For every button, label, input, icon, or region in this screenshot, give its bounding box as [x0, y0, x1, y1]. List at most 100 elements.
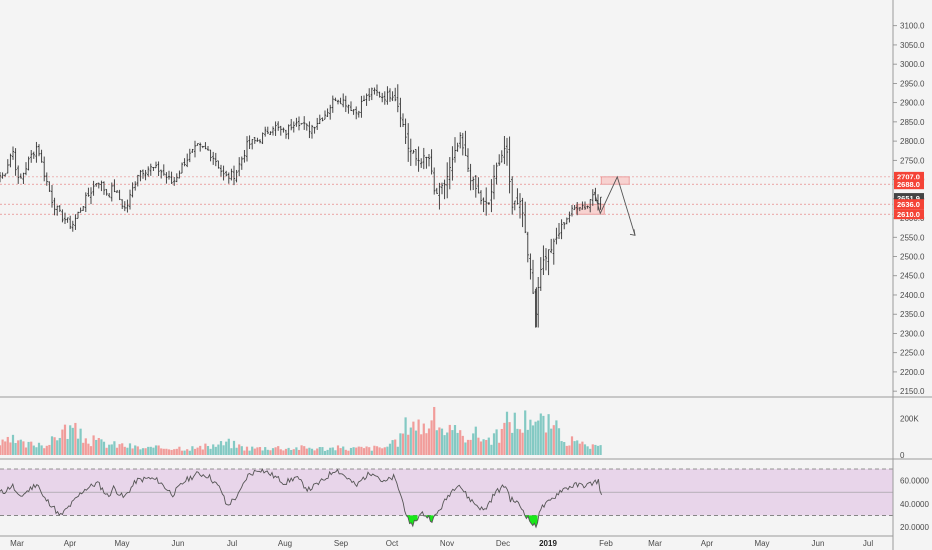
volume-bar: [97, 437, 100, 455]
volume-bar: [201, 449, 204, 455]
volume-bar: [435, 430, 438, 455]
volume-axis: 200K 0: [900, 414, 919, 460]
volume-bar: [581, 441, 584, 455]
time-tick-label: Apr: [701, 539, 714, 548]
price-tag-bg: [894, 199, 924, 210]
volume-bar: [511, 432, 514, 455]
volume-bar: [84, 438, 87, 455]
volume-bar: [256, 447, 259, 455]
volume-tick-label: 200K: [900, 414, 919, 423]
volume-bar: [531, 425, 535, 455]
rsi-tick-label: 40.0000: [900, 500, 929, 509]
time-tick-label: Sep: [334, 539, 349, 548]
volume-bar: [349, 447, 353, 455]
volume-bar: [43, 448, 46, 455]
volume-bar: [102, 441, 106, 455]
rsi-pane: [0, 458, 932, 529]
volume-bar: [461, 435, 464, 455]
volume-bar: [141, 448, 145, 455]
volume-bar: [139, 449, 142, 455]
volume-bar: [453, 425, 457, 455]
volume-bar: [110, 444, 113, 455]
price-tag-label: 2636.0: [897, 200, 920, 209]
volume-bar: [199, 445, 202, 455]
volume-bar: [308, 447, 311, 455]
volume-bar: [583, 444, 587, 455]
time-tick-label: Dec: [496, 539, 510, 548]
volume-bar: [310, 448, 314, 455]
rsi-tick-label: 20.0000: [900, 523, 929, 532]
volume-bar: [300, 445, 303, 455]
volume-bar: [321, 447, 324, 455]
volume-bar: [347, 450, 350, 455]
volume-bar: [451, 430, 454, 455]
volume-bar: [251, 446, 254, 455]
time-axis[interactable]: Mar Apr May Jun Jul Aug Sep Oct Nov Dec 2019 Feb Mar…: [10, 539, 873, 548]
volume-bar: [414, 430, 418, 455]
volume-bar: [22, 441, 25, 455]
volume-bar: [87, 443, 90, 455]
volume-bar: [534, 421, 537, 455]
volume-bar: [61, 429, 64, 455]
volume-bar: [539, 413, 542, 455]
volume-bar: [352, 447, 355, 455]
volume-bar: [157, 445, 160, 455]
volume-bar: [404, 417, 407, 455]
volume-bar: [152, 447, 155, 455]
volume-bar: [40, 445, 43, 455]
volume-bar: [167, 449, 171, 455]
projection-arrowhead: [629, 229, 636, 236]
time-tick-label: Aug: [278, 539, 292, 548]
volume-bar: [490, 444, 493, 455]
volume-bar: [238, 444, 241, 455]
volume-bar: [383, 447, 386, 455]
volume-bar: [576, 440, 579, 455]
volume-bar: [373, 445, 376, 455]
volume-bar: [128, 443, 132, 455]
volume-bar: [76, 438, 80, 455]
price-tick-label: 2150.0: [900, 387, 925, 396]
volume-bar: [344, 449, 347, 455]
volume-bar: [282, 450, 285, 455]
volume-bar: [0, 445, 2, 455]
price-tick-label: 2400.0: [900, 291, 925, 300]
volume-bar: [537, 420, 540, 455]
price-tag-label: 2651.9: [897, 194, 920, 203]
volume-bar: [232, 440, 236, 455]
volume-bar: [500, 428, 503, 455]
volume-bar: [316, 448, 319, 455]
volume-bar: [243, 450, 246, 455]
volume-bar: [482, 439, 485, 455]
volume-bar: [518, 429, 522, 455]
volume-bar: [378, 447, 381, 455]
volume-bar: [401, 433, 405, 455]
price-tag-label: 2707.0: [897, 173, 920, 182]
volume-bar: [71, 427, 74, 455]
time-tick-label: Nov: [440, 539, 454, 548]
volume-bar: [498, 442, 501, 455]
volume-bar: [219, 441, 223, 455]
volume-bar: [552, 425, 555, 455]
volume-bar: [381, 448, 384, 455]
price-tag-bg: [894, 179, 924, 190]
volume-bar: [427, 428, 431, 455]
volume-bar: [35, 447, 38, 455]
volume-bar: [235, 447, 238, 455]
volume-bar: [82, 442, 85, 455]
volume-bar: [19, 439, 22, 455]
volume-bar: [222, 445, 225, 455]
volume-bar: [258, 447, 262, 455]
volume-bar: [183, 450, 186, 455]
volume-bar: [212, 444, 215, 455]
volume-bar: [430, 420, 433, 455]
volume-bar: [557, 428, 561, 455]
volume-bar: [469, 439, 472, 455]
volume-bar: [113, 441, 116, 455]
volume-bar: [568, 445, 571, 455]
volume-bar: [360, 446, 363, 455]
volume-bar: [214, 446, 217, 455]
price-tag-bg: [894, 171, 924, 182]
volume-bar: [253, 448, 256, 455]
volume-bar: [516, 428, 519, 455]
